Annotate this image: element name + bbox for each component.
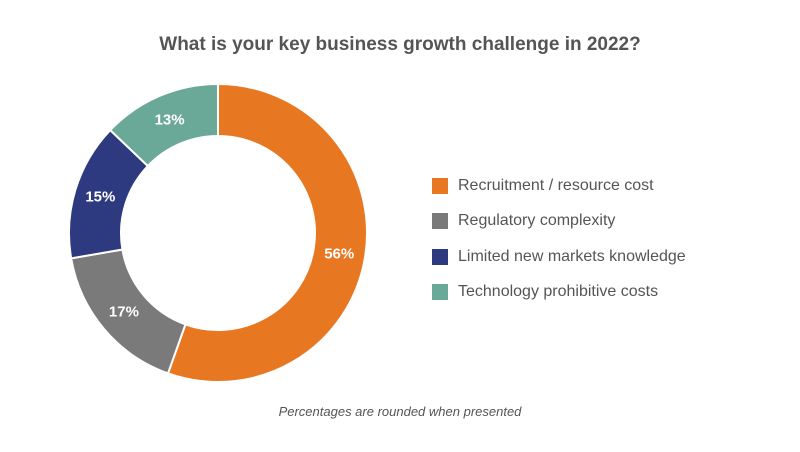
- legend-swatch: [432, 248, 448, 265]
- slice-value-label: 13%: [155, 111, 185, 128]
- legend-item-regulatory: Regulatory complexity: [432, 204, 686, 240]
- legend-item-technology: Technology prohibitive costs: [432, 275, 686, 311]
- legend-swatch: [432, 177, 448, 194]
- legend-swatch: [432, 284, 448, 301]
- slice-value-label: 17%: [109, 304, 139, 321]
- legend-label: Technology prohibitive costs: [458, 283, 659, 301]
- legend-label: Limited new markets knowledge: [458, 247, 686, 265]
- legend-item-recruitment: Recruitment / resource cost: [432, 168, 686, 204]
- slice-technology: [108, 82, 219, 168]
- legend-label: Recruitment / resource cost: [458, 176, 654, 194]
- legend: Recruitment / resource cost Regulatory c…: [432, 168, 686, 310]
- chart-title: What is your key business growth challen…: [159, 34, 641, 55]
- footnote: Percentages are rounded when presented: [278, 404, 522, 419]
- slice-value-label: 15%: [85, 189, 115, 206]
- legend-label: Regulatory complexity: [458, 212, 616, 230]
- slice-recruitment: [166, 82, 368, 383]
- slice-value-label: 56%: [324, 245, 354, 262]
- legend-swatch: [432, 213, 448, 230]
- legend-item-markets: Limited new markets knowledge: [432, 239, 686, 275]
